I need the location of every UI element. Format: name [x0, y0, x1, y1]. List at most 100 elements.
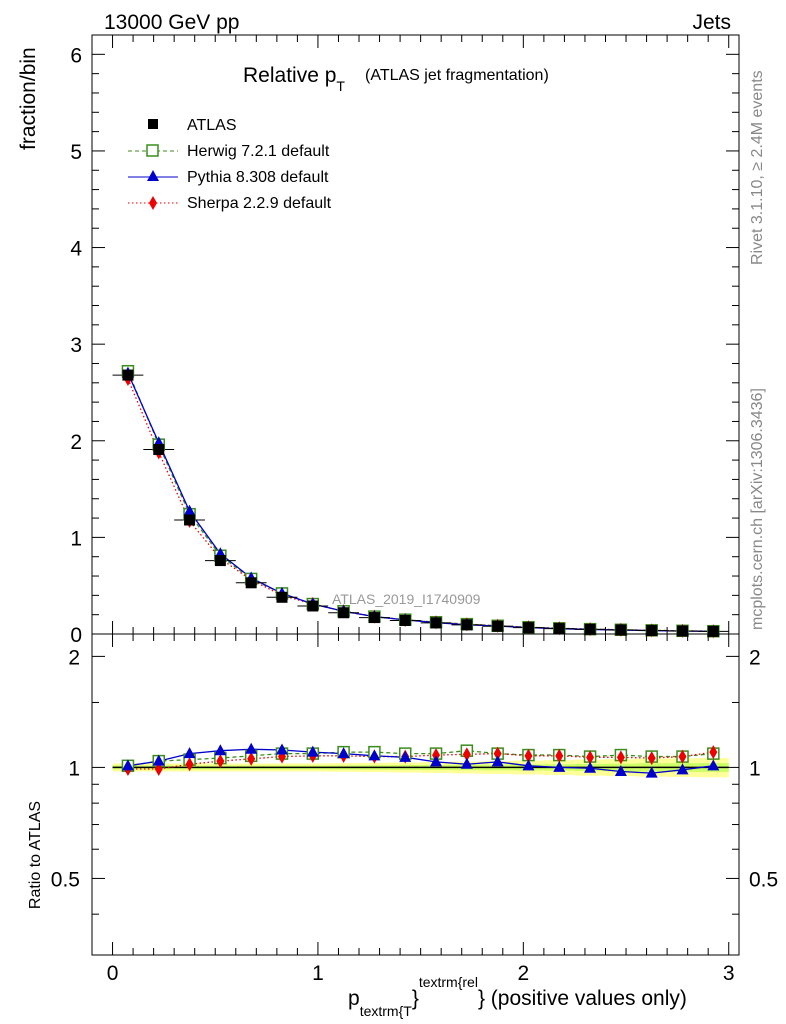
data-point-atlas — [646, 625, 658, 637]
y-tick-label: 1 — [70, 527, 82, 550]
data-point-atlas — [492, 620, 504, 632]
legend-label-herwig: Herwig 7.2.1 default — [187, 143, 330, 160]
rivet-label: Rivet 3.1.10, ≥ 2.4M events — [749, 70, 766, 265]
x-tick-labels: 0 1 2 3 — [107, 962, 735, 985]
data-point-atlas — [615, 624, 627, 636]
ratio-point-pythia — [491, 755, 504, 767]
data-point-atlas — [214, 555, 226, 567]
y-axis-label: fraction/bin — [17, 47, 40, 150]
ratio-frame — [91, 633, 740, 956]
ratio-point-sherpa — [709, 745, 718, 760]
data-point-atlas — [399, 614, 411, 626]
data-point-atlas — [584, 623, 596, 635]
ratio-point-pythia — [337, 747, 350, 759]
ratio-tick-label-left: 0.5 — [51, 868, 80, 891]
x-label-sub: textrm{T — [360, 1003, 413, 1019]
ratio-point-sherpa — [647, 751, 656, 766]
y-tick-label: 5 — [70, 141, 82, 164]
ratio-point-pythia — [430, 755, 443, 767]
data-point-atlas — [338, 607, 350, 619]
x-label-brace: } — [412, 987, 419, 1010]
ratio-point-sherpa — [678, 749, 687, 764]
legend-marker-sherpa — [149, 196, 157, 210]
data-point-atlas — [122, 369, 134, 381]
legend-marker-atlas — [148, 119, 158, 129]
ratio-y-ticks: 0.5 0.5 1 1 2 2 — [51, 646, 778, 915]
ratio-point-sherpa — [524, 748, 533, 763]
legend: ATLAS Herwig 7.2.1 default Pythia 8.308 … — [128, 117, 332, 212]
data-point-atlas — [707, 625, 719, 637]
ratio-point-sherpa — [616, 750, 625, 765]
legend-marker-herwig — [146, 144, 159, 157]
ratio-tick-label-right: 2 — [749, 646, 761, 669]
data-point-pythia — [183, 504, 196, 516]
legend-label-sherpa: Sherpa 2.2.9 default — [187, 195, 332, 212]
title-main: Relative p — [243, 64, 336, 87]
data-point-atlas — [461, 619, 473, 631]
data-point-atlas — [368, 612, 380, 624]
ratio-tick-label-right: 1 — [749, 757, 761, 780]
data-point-atlas — [553, 623, 565, 635]
ratio-point-pythia — [245, 742, 258, 754]
y-tick-label: 0 — [70, 624, 82, 647]
data-point-atlas — [245, 577, 257, 589]
title-rest: (ATLAS jet fragmentation) — [365, 67, 549, 84]
x-label-sup: textrm{rel — [419, 974, 478, 990]
ratio-point-pythia — [460, 757, 473, 769]
ratio-point-sherpa — [185, 757, 194, 772]
data-point-atlas — [430, 617, 442, 629]
data-point-atlas — [153, 443, 165, 455]
x-axis-label: ptextrm{T}textrm{rel} (positive values o… — [348, 974, 687, 1019]
ratio-point-sherpa — [493, 746, 502, 761]
legend-marker-pythia — [147, 170, 159, 181]
x-tick-label: 3 — [723, 962, 735, 985]
legend-label-pythia: Pythia 8.308 default — [187, 169, 329, 186]
x-tick-label: 2 — [517, 962, 529, 985]
y-tick-label: 3 — [70, 334, 82, 357]
ratio-point-pythia — [676, 763, 689, 775]
data-point-atlas — [307, 600, 319, 612]
ratio-point-pythia — [275, 743, 288, 755]
ratio-tick-label-right: 0.5 — [749, 868, 778, 891]
ratio-point-pythia — [183, 747, 196, 759]
ratio-line-pythia — [127, 748, 714, 774]
ratio-panel: 0.5 0.5 1 1 2 2 — [51, 633, 778, 956]
energy-label: 13000 GeV pp — [104, 11, 239, 34]
ratio-point-pythia — [306, 745, 319, 757]
ratio-point-pythia — [399, 750, 412, 762]
ratio-point-pythia — [553, 760, 566, 772]
ratio-point-sherpa — [555, 748, 564, 763]
ratio-point-sherpa — [462, 747, 471, 762]
main-panel: 0 1 2 3 4 5 6 Relative pT (ATLAS jet fragmenta… — [70, 34, 740, 647]
ratio-tick-label-left: 1 — [68, 757, 80, 780]
data-point-atlas — [522, 622, 534, 634]
ratio-point-pythia — [614, 764, 627, 776]
ratio-point-pythia — [121, 759, 134, 771]
data-point-atlas — [276, 591, 288, 603]
ratio-point-pythia — [368, 749, 381, 761]
ratio-point-pythia — [214, 744, 227, 756]
ratio-point-sherpa — [216, 754, 225, 769]
ratio-tick-label-left: 2 — [68, 646, 80, 669]
category-label: Jets — [692, 11, 731, 34]
x-label-rest: } (positive values only) — [478, 987, 687, 1010]
legend-label-atlas: ATLAS — [187, 117, 237, 134]
ratio-point-pythia — [152, 754, 165, 766]
ratio-y-axis-label: Ratio to ATLAS — [27, 801, 44, 909]
ratio-point-pythia — [645, 766, 658, 778]
ratio-series-markers — [121, 742, 720, 778]
x-tick-label: 0 — [107, 962, 119, 985]
x-tick-label: 1 — [312, 962, 324, 985]
main-y-ticks: 0 1 2 3 4 5 6 — [70, 44, 739, 647]
ratio-point-sherpa — [586, 750, 595, 765]
ratio-point-sherpa — [432, 748, 441, 763]
title-subscript: T — [336, 78, 345, 94]
x-label-p: p — [348, 987, 360, 1010]
ratio-uncertainty-band — [112, 758, 729, 778]
ratio-x-ticks — [112, 634, 730, 955]
ratio-point-sherpa — [247, 751, 256, 766]
main-series-markers — [121, 364, 720, 639]
y-tick-label: 2 — [70, 431, 82, 454]
analysis-watermark: ATLAS_2019_I1740909 — [332, 591, 481, 607]
